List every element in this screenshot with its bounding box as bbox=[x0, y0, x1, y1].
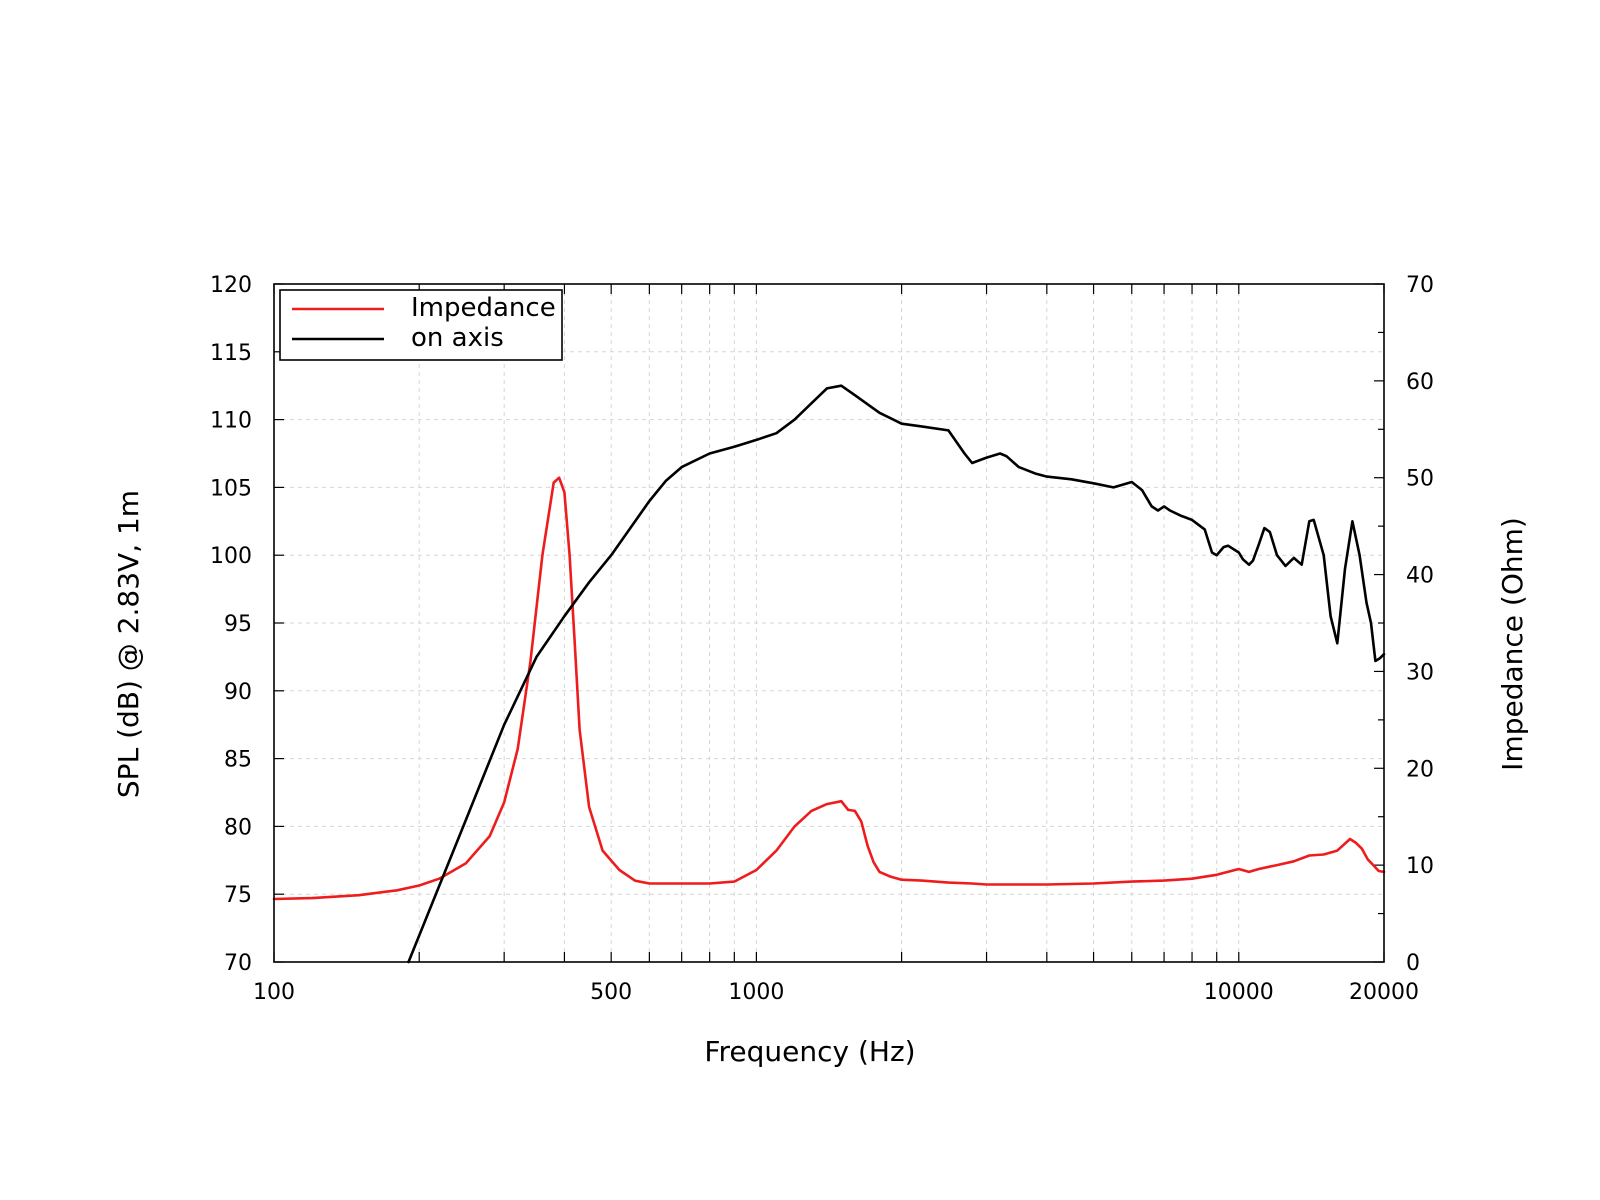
y2-tick-label: 30 bbox=[1406, 660, 1434, 685]
legend: Impedance on axis bbox=[279, 289, 563, 361]
y2-tick-label: 40 bbox=[1406, 564, 1434, 589]
tick-labels: 100 500 1000 10000 2000070758085909510010511… bbox=[210, 273, 1434, 1005]
y2-tick-label: 0 bbox=[1406, 951, 1420, 976]
impedance-curve bbox=[272, 476, 1386, 901]
grid-lines bbox=[274, 284, 1384, 962]
y-tick-label: 90 bbox=[224, 680, 252, 705]
legend-label-on-axis: on axis bbox=[411, 323, 504, 353]
y-tick-label: 80 bbox=[224, 815, 252, 840]
y-tick-label: 115 bbox=[210, 341, 252, 366]
x-axis-title: Frequency (Hz) bbox=[704, 1035, 915, 1068]
y2-tick-label: 50 bbox=[1406, 467, 1434, 492]
y-tick-label: 95 bbox=[224, 612, 252, 637]
on-axis-curve bbox=[407, 384, 1386, 964]
legend-box bbox=[279, 289, 563, 361]
y-tick-label: 85 bbox=[224, 748, 252, 773]
y-tick-label: 110 bbox=[210, 409, 252, 434]
y-tick-label: 75 bbox=[224, 883, 252, 908]
x-tick-label: 100 bbox=[253, 980, 295, 1005]
y-tick-label: 70 bbox=[224, 951, 252, 976]
x-tick-label: 20000 bbox=[1349, 980, 1419, 1005]
plot-frame bbox=[273, 283, 1385, 963]
y2-tick-label: 70 bbox=[1406, 273, 1434, 298]
y-tick-label: 100 bbox=[210, 544, 252, 569]
y-tick-label: 120 bbox=[210, 273, 252, 298]
x-tick-label: 10000 bbox=[1204, 980, 1274, 1005]
y2-tick-label: 10 bbox=[1406, 854, 1434, 879]
y2-tick-label: 60 bbox=[1406, 370, 1434, 395]
x-tick-label: 1000 bbox=[728, 980, 784, 1005]
series-lines bbox=[272, 384, 1386, 964]
y-tick-label: 105 bbox=[210, 476, 252, 501]
legend-label-impedance: Impedance bbox=[411, 293, 556, 323]
y-axis-title: SPL (dB) @ 2.83V, 1m bbox=[112, 490, 145, 798]
axis-ticks bbox=[273, 283, 1385, 963]
y2-tick-label: 20 bbox=[1406, 757, 1434, 782]
y2-axis-title: Impedance (Ohm) bbox=[1496, 517, 1529, 771]
x-tick-label: 500 bbox=[590, 980, 632, 1005]
